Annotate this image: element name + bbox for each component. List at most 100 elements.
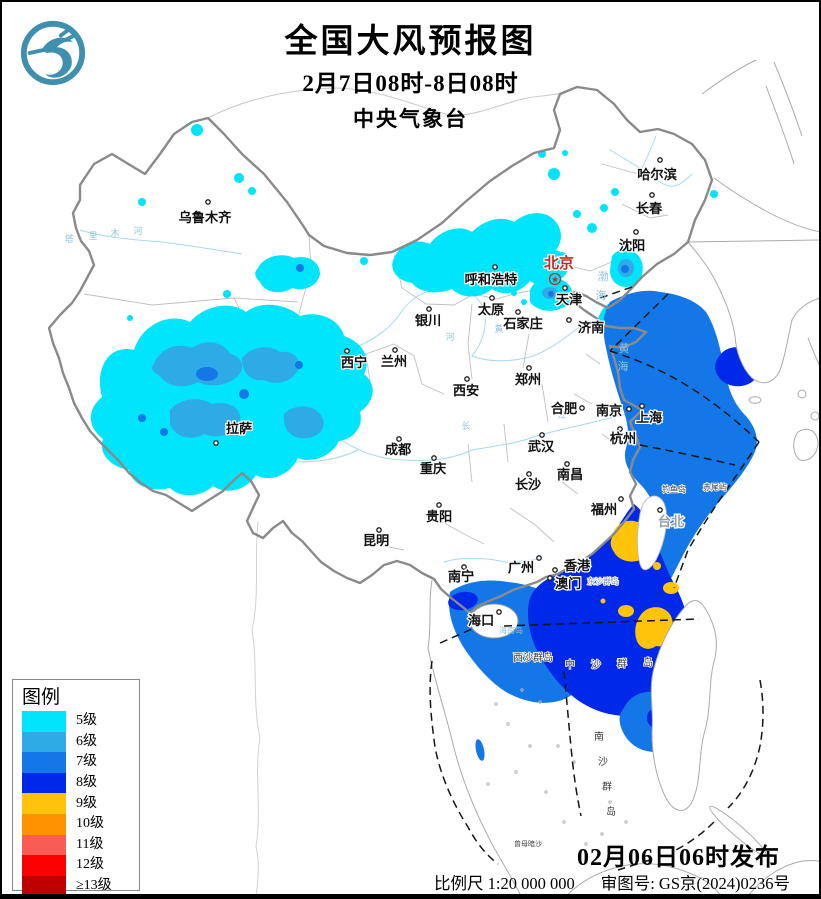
small-islands-shape	[544, 790, 548, 794]
legend-item-6级: 6级	[22, 731, 139, 753]
city-dot-拉萨	[213, 440, 219, 446]
city-label-长春: 长春	[636, 200, 663, 216]
city-label-沈阳: 沈阳	[619, 237, 645, 253]
wind-areas-shape	[557, 252, 567, 262]
legend-label: 11级	[76, 836, 104, 852]
city-label-贵阳: 贵阳	[426, 508, 452, 524]
wind-area-9-cluster	[635, 607, 673, 649]
legend-label: 10级	[76, 816, 104, 832]
small-islands-shape	[520, 688, 524, 692]
island-labels: 钓鱼岛 赤尾屿东沙群岛西沙群岛中沙群岛南沙群岛曾母暗沙	[512, 482, 728, 849]
city-dot-济南	[566, 317, 572, 323]
city-label-银川: 银川	[415, 312, 441, 328]
legend-item-11级: 11级	[22, 834, 139, 856]
city-dot-南京	[626, 406, 632, 412]
city-dot-南宁	[461, 564, 467, 570]
legend-swatch	[22, 834, 66, 856]
wind-areas-shape	[138, 414, 146, 422]
city-dot-银川	[426, 306, 432, 312]
wind-spot-7-tibet	[196, 367, 218, 381]
russia-coast-north	[701, 59, 803, 165]
palawan-island	[709, 805, 767, 857]
legend-label: 6级	[76, 733, 97, 749]
issued-time: 02月06日06时发布	[577, 845, 780, 871]
small-islands-shape	[584, 842, 588, 846]
legend-swatch	[22, 855, 66, 876]
city-dot-乌鲁木齐	[205, 199, 211, 205]
wind-area-7-sliver	[475, 739, 485, 761]
city-label-海口: 海口	[468, 612, 494, 628]
city-label-郑州: 郑州	[515, 371, 541, 387]
small-islands-shape	[600, 832, 604, 836]
scale-label: 比例尺 1:20 000 000	[434, 874, 575, 893]
city-label-福州: 福州	[590, 501, 617, 517]
city-dot-重庆	[431, 455, 437, 461]
small-islands-shape	[562, 820, 566, 824]
island-label: 赤尾屿	[703, 483, 727, 492]
city-dot-香港	[552, 567, 558, 573]
city-label-武汉: 武汉	[528, 438, 555, 454]
city-dot-海口	[496, 609, 502, 615]
wind-areas-shape	[138, 198, 146, 206]
dashed-boundaries-shape	[599, 286, 633, 299]
wind-areas-shape	[511, 290, 517, 296]
wind-areas-shape	[160, 428, 168, 436]
sea-label: 黄	[619, 341, 630, 355]
rivers-shape	[79, 229, 243, 255]
wind-areas-shape	[710, 190, 718, 198]
city-label-台北: 台北	[658, 513, 685, 529]
wind-areas-shape	[548, 291, 554, 297]
wind-areas-shape	[521, 299, 527, 305]
city-label-昆明: 昆明	[363, 533, 389, 548]
city-dot-合肥	[579, 405, 585, 411]
city-dot-广州	[536, 555, 542, 561]
taiwan-island	[636, 495, 667, 571]
sea-label: 里	[88, 231, 97, 241]
city-label-拉萨: 拉萨	[226, 420, 252, 436]
wind-areas-shape	[587, 223, 597, 233]
city-dot-西宁	[344, 348, 350, 354]
dashed-boundaries-shape	[439, 628, 473, 644]
city-label-澳门: 澳门	[555, 575, 581, 591]
borneo-coast	[567, 863, 721, 894]
city-label-天津: 天津	[556, 291, 582, 307]
wind-areas-shape	[573, 210, 581, 218]
dashed-boundaries	[429, 286, 764, 871]
wind-areas-shape	[127, 315, 133, 321]
capital-marker: ★ 北京	[543, 253, 575, 286]
city-dot-昆明	[376, 527, 382, 533]
cma-logo-flourish	[27, 27, 77, 55]
city-dot-南昌	[564, 461, 570, 467]
korea-coast	[686, 239, 819, 384]
sea-label: 塔	[64, 233, 73, 244]
city-dot-武汉	[539, 432, 545, 438]
city-dot-呼和浩特	[492, 264, 498, 270]
city-label-香港: 香港	[563, 557, 591, 573]
wind-areas-shape	[295, 361, 303, 369]
foreign-coastlines-shape	[810, 411, 819, 421]
city-dot-沈阳	[633, 229, 639, 235]
sea-label: 长	[461, 420, 470, 431]
city-label-上海: 上海	[636, 409, 662, 425]
small-islands-shape	[538, 700, 542, 704]
legend: 图例 5级 6级 7级 8级 9级 10级 11级 12级 ≥13级	[12, 679, 140, 894]
legend-label: 12级	[76, 857, 104, 873]
city-label-西安: 西安	[453, 382, 479, 398]
wind-area-5-northband	[392, 213, 569, 297]
city-label-呼和浩特: 呼和浩特	[465, 271, 518, 287]
legend-swatch	[22, 793, 66, 814]
legend-item-12级: 12级	[22, 855, 139, 876]
city-label-哈尔滨: 哈尔滨	[637, 166, 677, 182]
city-dot-福州	[618, 496, 624, 502]
wind-areas-shape	[611, 188, 619, 196]
city-label-南宁: 南宁	[448, 568, 474, 584]
island-label: 南	[594, 730, 604, 743]
island-label: 曾母暗沙	[514, 839, 542, 848]
city-label-石家庄: 石家庄	[502, 315, 543, 331]
borneo-coast-east	[748, 860, 819, 894]
city-dot-石家庄	[515, 309, 521, 315]
map-subtitle: 2月7日08时-8日08时	[302, 71, 519, 96]
city-dot-贵阳	[436, 502, 442, 508]
